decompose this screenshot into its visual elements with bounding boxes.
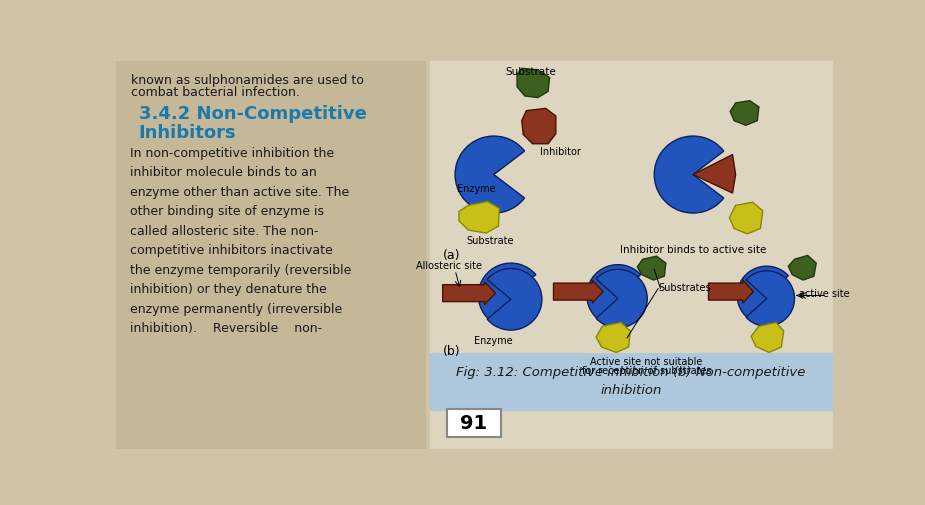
FancyArrow shape xyxy=(443,282,496,305)
Polygon shape xyxy=(693,155,735,193)
Bar xyxy=(429,61,832,449)
Text: 3.4.2 Non-Competitive: 3.4.2 Non-Competitive xyxy=(139,105,366,123)
Text: Inhibitor: Inhibitor xyxy=(539,147,580,157)
Polygon shape xyxy=(522,109,556,144)
Wedge shape xyxy=(737,266,788,325)
Text: Substrate: Substrate xyxy=(505,67,556,77)
Text: Fig: 3.12: Competitive inhibition (b) Non-competitive: Fig: 3.12: Competitive inhibition (b) No… xyxy=(456,366,806,379)
Text: for reception of substrates: for reception of substrates xyxy=(582,366,711,376)
Polygon shape xyxy=(730,100,758,125)
FancyArrow shape xyxy=(709,280,754,303)
Text: Enzyme: Enzyme xyxy=(457,184,496,194)
Bar xyxy=(116,61,426,449)
Text: Inhibitor binds to active site: Inhibitor binds to active site xyxy=(620,245,766,256)
Text: Substrate: Substrate xyxy=(466,236,513,246)
Text: In non-competitive inhibition the
inhibitor molecule binds to an
enzyme other th: In non-competitive inhibition the inhibi… xyxy=(130,147,351,335)
Text: Allosteric site: Allosteric site xyxy=(416,261,482,271)
FancyArrow shape xyxy=(553,280,603,303)
Polygon shape xyxy=(517,68,549,97)
Text: 91: 91 xyxy=(460,414,487,433)
Text: (a): (a) xyxy=(443,249,460,262)
Wedge shape xyxy=(455,136,524,213)
Text: Inhibitors: Inhibitors xyxy=(139,124,237,142)
Wedge shape xyxy=(654,136,723,213)
Wedge shape xyxy=(478,263,536,328)
Text: active site: active site xyxy=(799,289,850,299)
FancyBboxPatch shape xyxy=(448,410,500,437)
Bar xyxy=(429,353,832,411)
Text: inhibition: inhibition xyxy=(600,384,661,396)
Text: combat bacterial infection.: combat bacterial infection. xyxy=(131,86,300,99)
Wedge shape xyxy=(596,269,648,328)
Polygon shape xyxy=(637,256,666,280)
Polygon shape xyxy=(459,201,500,233)
Text: Enzyme: Enzyme xyxy=(474,336,512,346)
Text: Active site not suitable: Active site not suitable xyxy=(590,357,703,367)
Text: (b): (b) xyxy=(443,345,461,359)
Wedge shape xyxy=(487,269,542,330)
Polygon shape xyxy=(730,203,763,234)
Text: Substrates: Substrates xyxy=(658,283,710,293)
Text: known as sulphonamides are used to: known as sulphonamides are used to xyxy=(131,74,364,87)
Polygon shape xyxy=(596,322,630,352)
Polygon shape xyxy=(751,322,783,352)
Polygon shape xyxy=(788,256,816,280)
Wedge shape xyxy=(746,271,795,326)
Wedge shape xyxy=(586,265,641,326)
